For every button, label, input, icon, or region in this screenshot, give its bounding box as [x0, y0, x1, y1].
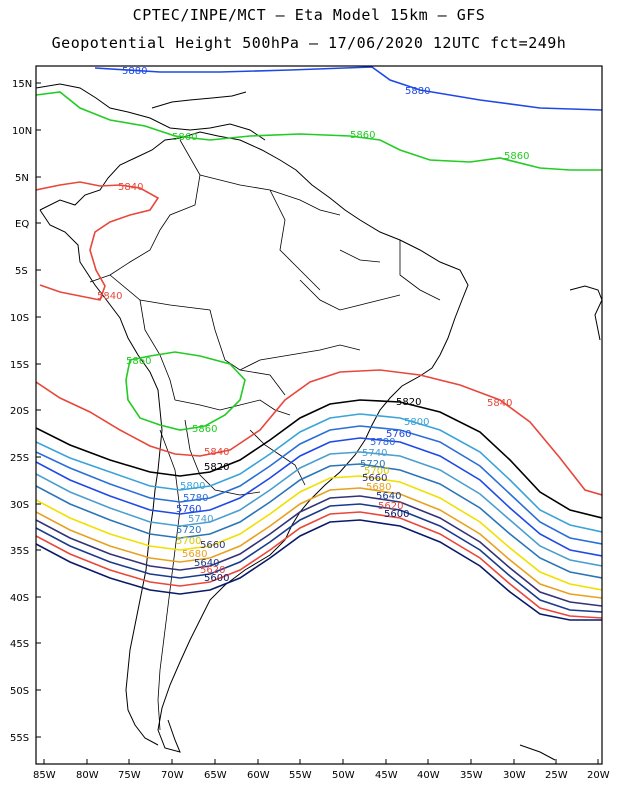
label-5860-e: 5860: [192, 424, 217, 435]
title-line-1: CPTEC/INPE/MCT – Eta Model 15km – GFS: [132, 6, 486, 24]
label-5740-b: 5740: [362, 448, 387, 459]
contour-5760: [36, 437, 602, 557]
label-5880-b: 5880: [405, 86, 430, 97]
label-5840-d: 5840: [487, 398, 512, 409]
lon-label-40w: 40W: [417, 770, 440, 781]
lat-label-50s: 50S: [10, 686, 29, 697]
contour-lines: [36, 66, 602, 621]
lon-label-80w: 80W: [76, 770, 99, 781]
lat-label-5s: 5S: [15, 266, 28, 277]
contour-5880-north: [94, 66, 602, 111]
latitude-axis: 15N 10N 5N EQ 5S 10S 15S 20S 25S 30S 35S…: [10, 79, 41, 744]
label-5860-b: 5860: [350, 130, 375, 141]
contour-5800: [36, 413, 602, 533]
longitude-axis: 85W 80W 75W 70W 65W 60W 55W 50W 45W 40W …: [33, 759, 610, 781]
coastline: [36, 83, 602, 761]
map-frame: [35, 65, 603, 765]
label-5680-a: 5680: [182, 549, 207, 560]
lon-label-85w: 85W: [33, 770, 56, 781]
contour-5740: [36, 451, 602, 567]
label-5720-b: 5720: [360, 459, 385, 470]
lon-label-35w: 35W: [460, 770, 483, 781]
lat-label-45s: 45S: [10, 639, 29, 650]
lon-label-55w: 55W: [289, 770, 312, 781]
lat-label-15n: 15N: [12, 79, 32, 90]
label-5860-c: 5860: [504, 151, 529, 162]
label-5640-a: 5640: [194, 558, 219, 569]
lat-label-55s: 55S: [10, 733, 29, 744]
lat-label-15s: 15S: [10, 360, 29, 371]
label-5840-b: 5840: [97, 291, 122, 302]
label-5680-b: 5680: [366, 482, 391, 493]
label-5760-a: 5760: [176, 504, 201, 515]
lon-label-50w: 50W: [332, 770, 355, 781]
label-5840-a: 5840: [118, 182, 143, 193]
lon-label-75w: 75W: [118, 770, 141, 781]
label-5820-a: 5820: [204, 462, 229, 473]
contour-5840-south: [36, 369, 602, 496]
label-5740-a: 5740: [188, 514, 213, 525]
title-line-2: Geopotential Height 500hPa – 17/06/2020 …: [51, 34, 567, 52]
label-5620-b: 5620: [378, 501, 403, 512]
lat-label-5n: 5N: [15, 173, 29, 184]
lon-label-60w: 60W: [247, 770, 270, 781]
contour-5640: [36, 503, 602, 613]
contour-5600: [36, 519, 602, 621]
contour-5620: [36, 511, 602, 619]
label-5600-a: 5600: [204, 573, 229, 584]
label-5700-a: 5700: [176, 536, 201, 547]
label-5780-b: 5780: [370, 437, 395, 448]
lat-label-35s: 35S: [10, 546, 29, 557]
lat-label-40s: 40S: [10, 593, 29, 604]
lat-label-30s: 30S: [10, 500, 29, 511]
label-5860-a: 5860: [172, 132, 197, 143]
contour-5780: [36, 425, 602, 545]
label-5820-b: 5820: [396, 397, 421, 408]
label-5660-a: 5660: [200, 540, 225, 551]
label-5880-a: 5880: [122, 66, 147, 77]
lon-label-30w: 30W: [503, 770, 526, 781]
label-5600-b: 5600: [384, 509, 409, 520]
label-5620-a: 5620: [200, 565, 225, 576]
lon-label-25w: 25W: [545, 770, 568, 781]
lat-label-10n: 10N: [12, 126, 32, 137]
lon-label-70w: 70W: [161, 770, 184, 781]
contour-5720: [36, 463, 602, 579]
contour-labels: 5880 5880 5860 5860 5860 5860 5860 5840 …: [97, 66, 529, 584]
label-5720-a: 5720: [176, 525, 201, 536]
contour-5820: [36, 399, 602, 519]
lon-label-20w: 20W: [587, 770, 610, 781]
contour-5700: [36, 475, 602, 591]
label-5860-d: 5860: [126, 356, 151, 367]
lon-label-65w: 65W: [204, 770, 227, 781]
lat-label-25s: 25S: [10, 453, 29, 464]
label-5780-a: 5780: [183, 493, 208, 504]
label-5640-b: 5640: [376, 491, 401, 502]
label-5840-c: 5840: [204, 447, 229, 458]
label-5660-b: 5660: [362, 473, 387, 484]
contour-5660: [36, 495, 602, 607]
contour-5860-south: [125, 351, 246, 431]
contour-5840-north: [36, 181, 160, 301]
label-5700-b: 5700: [364, 466, 389, 477]
label-5800-a: 5800: [180, 481, 205, 492]
map-layers: 5880 5880 5860 5860 5860 5860 5860 5840 …: [36, 66, 602, 761]
lat-label-20s: 20S: [10, 406, 29, 417]
lat-label-10s: 10S: [10, 313, 29, 324]
label-5760-b: 5760: [386, 429, 411, 440]
lat-label-eq: EQ: [15, 219, 29, 230]
label-5800-b: 5800: [404, 417, 429, 428]
lon-label-45w: 45W: [375, 770, 398, 781]
contour-5860-north: [36, 91, 602, 171]
contour-5680: [36, 487, 602, 599]
